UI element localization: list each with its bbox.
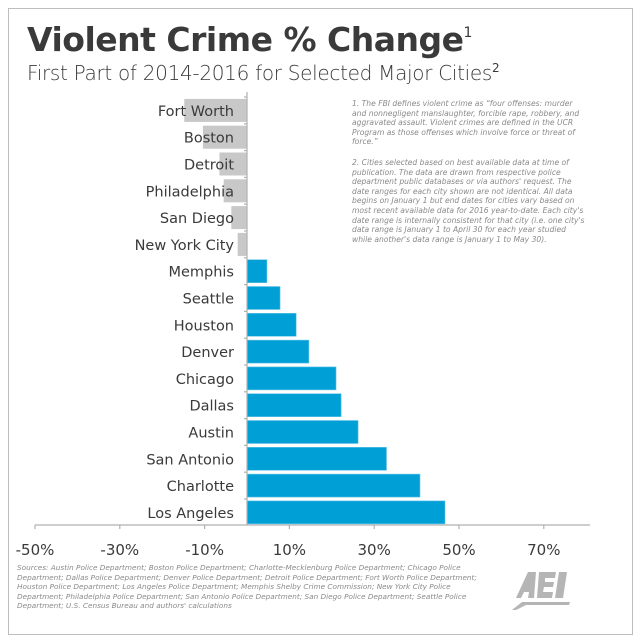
- category-label: Charlotte: [167, 479, 234, 495]
- subtitle-text: First Part of 2014-2016 for Selected Maj…: [27, 61, 493, 85]
- bar-charlotte: [246, 473, 421, 498]
- category-label: Boston: [184, 131, 234, 147]
- category-label: Seattle: [183, 292, 234, 308]
- bar-dallas: [246, 393, 342, 418]
- chart-title: Violent Crime % Change1: [27, 20, 472, 59]
- bar-san-antonio: [246, 446, 387, 471]
- bar-chicago: [246, 366, 337, 391]
- category-label: Detroit: [184, 158, 234, 174]
- bar-new-york-city: [237, 232, 247, 256]
- subtitle-footnote: 2: [492, 61, 500, 75]
- bar-houston: [246, 312, 297, 337]
- footnote-2: 2. Cities selected based on best availab…: [352, 157, 585, 244]
- category-label: San Diego: [160, 211, 234, 227]
- chart-subtitle: First Part of 2014-2016 for Selected Maj…: [27, 61, 500, 85]
- bar-denver: [246, 339, 310, 364]
- category-label: San Antonio: [146, 452, 234, 468]
- category-label: Dallas: [189, 399, 234, 415]
- category-label: Denver: [181, 345, 234, 361]
- bar-seattle: [246, 286, 281, 310]
- footnote-1: 1. The FBI defines violent crime as “fou…: [352, 99, 580, 147]
- x-tick-label: 50%: [442, 541, 475, 559]
- category-label: Chicago: [176, 372, 234, 388]
- aei-logo: [512, 572, 570, 610]
- x-tick-label: 10%: [273, 541, 306, 559]
- category-label: New York City: [135, 238, 235, 254]
- x-tick-label: 70%: [527, 541, 560, 559]
- category-label: Austin: [188, 426, 234, 442]
- footnotes: 1. The FBI defines violent crime as “fou…: [352, 99, 587, 255]
- bar-austin: [246, 420, 359, 444]
- x-tick-label: -50%: [16, 541, 55, 559]
- bar-san-diego: [231, 206, 247, 230]
- x-tick-label: -30%: [100, 541, 139, 559]
- category-label: Philadelphia: [146, 184, 234, 200]
- bar-detroit: [219, 152, 247, 176]
- x-tick-label: 30%: [358, 541, 391, 559]
- category-label: Los Angeles: [147, 506, 234, 522]
- title-footnote: 1: [463, 25, 472, 41]
- category-label: Memphis: [168, 265, 234, 281]
- bar-boston: [202, 125, 247, 149]
- bar-memphis: [246, 259, 268, 284]
- bar-los-angeles: [246, 500, 446, 525]
- category-label: Fort Worth: [158, 104, 234, 120]
- bar-fort-worth: [184, 98, 247, 122]
- sources-text: Sources: Austin Police Department; Bosto…: [17, 563, 477, 611]
- title-text: Violent Crime % Change: [27, 20, 464, 59]
- bar-chart: Fort Worth Boston Detroit Philadelphia San D…: [16, 92, 590, 559]
- category-label: Houston: [174, 318, 234, 334]
- chart-frame: [8, 8, 633, 635]
- bar-philadelphia: [223, 179, 247, 203]
- x-tick-label: -10%: [185, 541, 224, 559]
